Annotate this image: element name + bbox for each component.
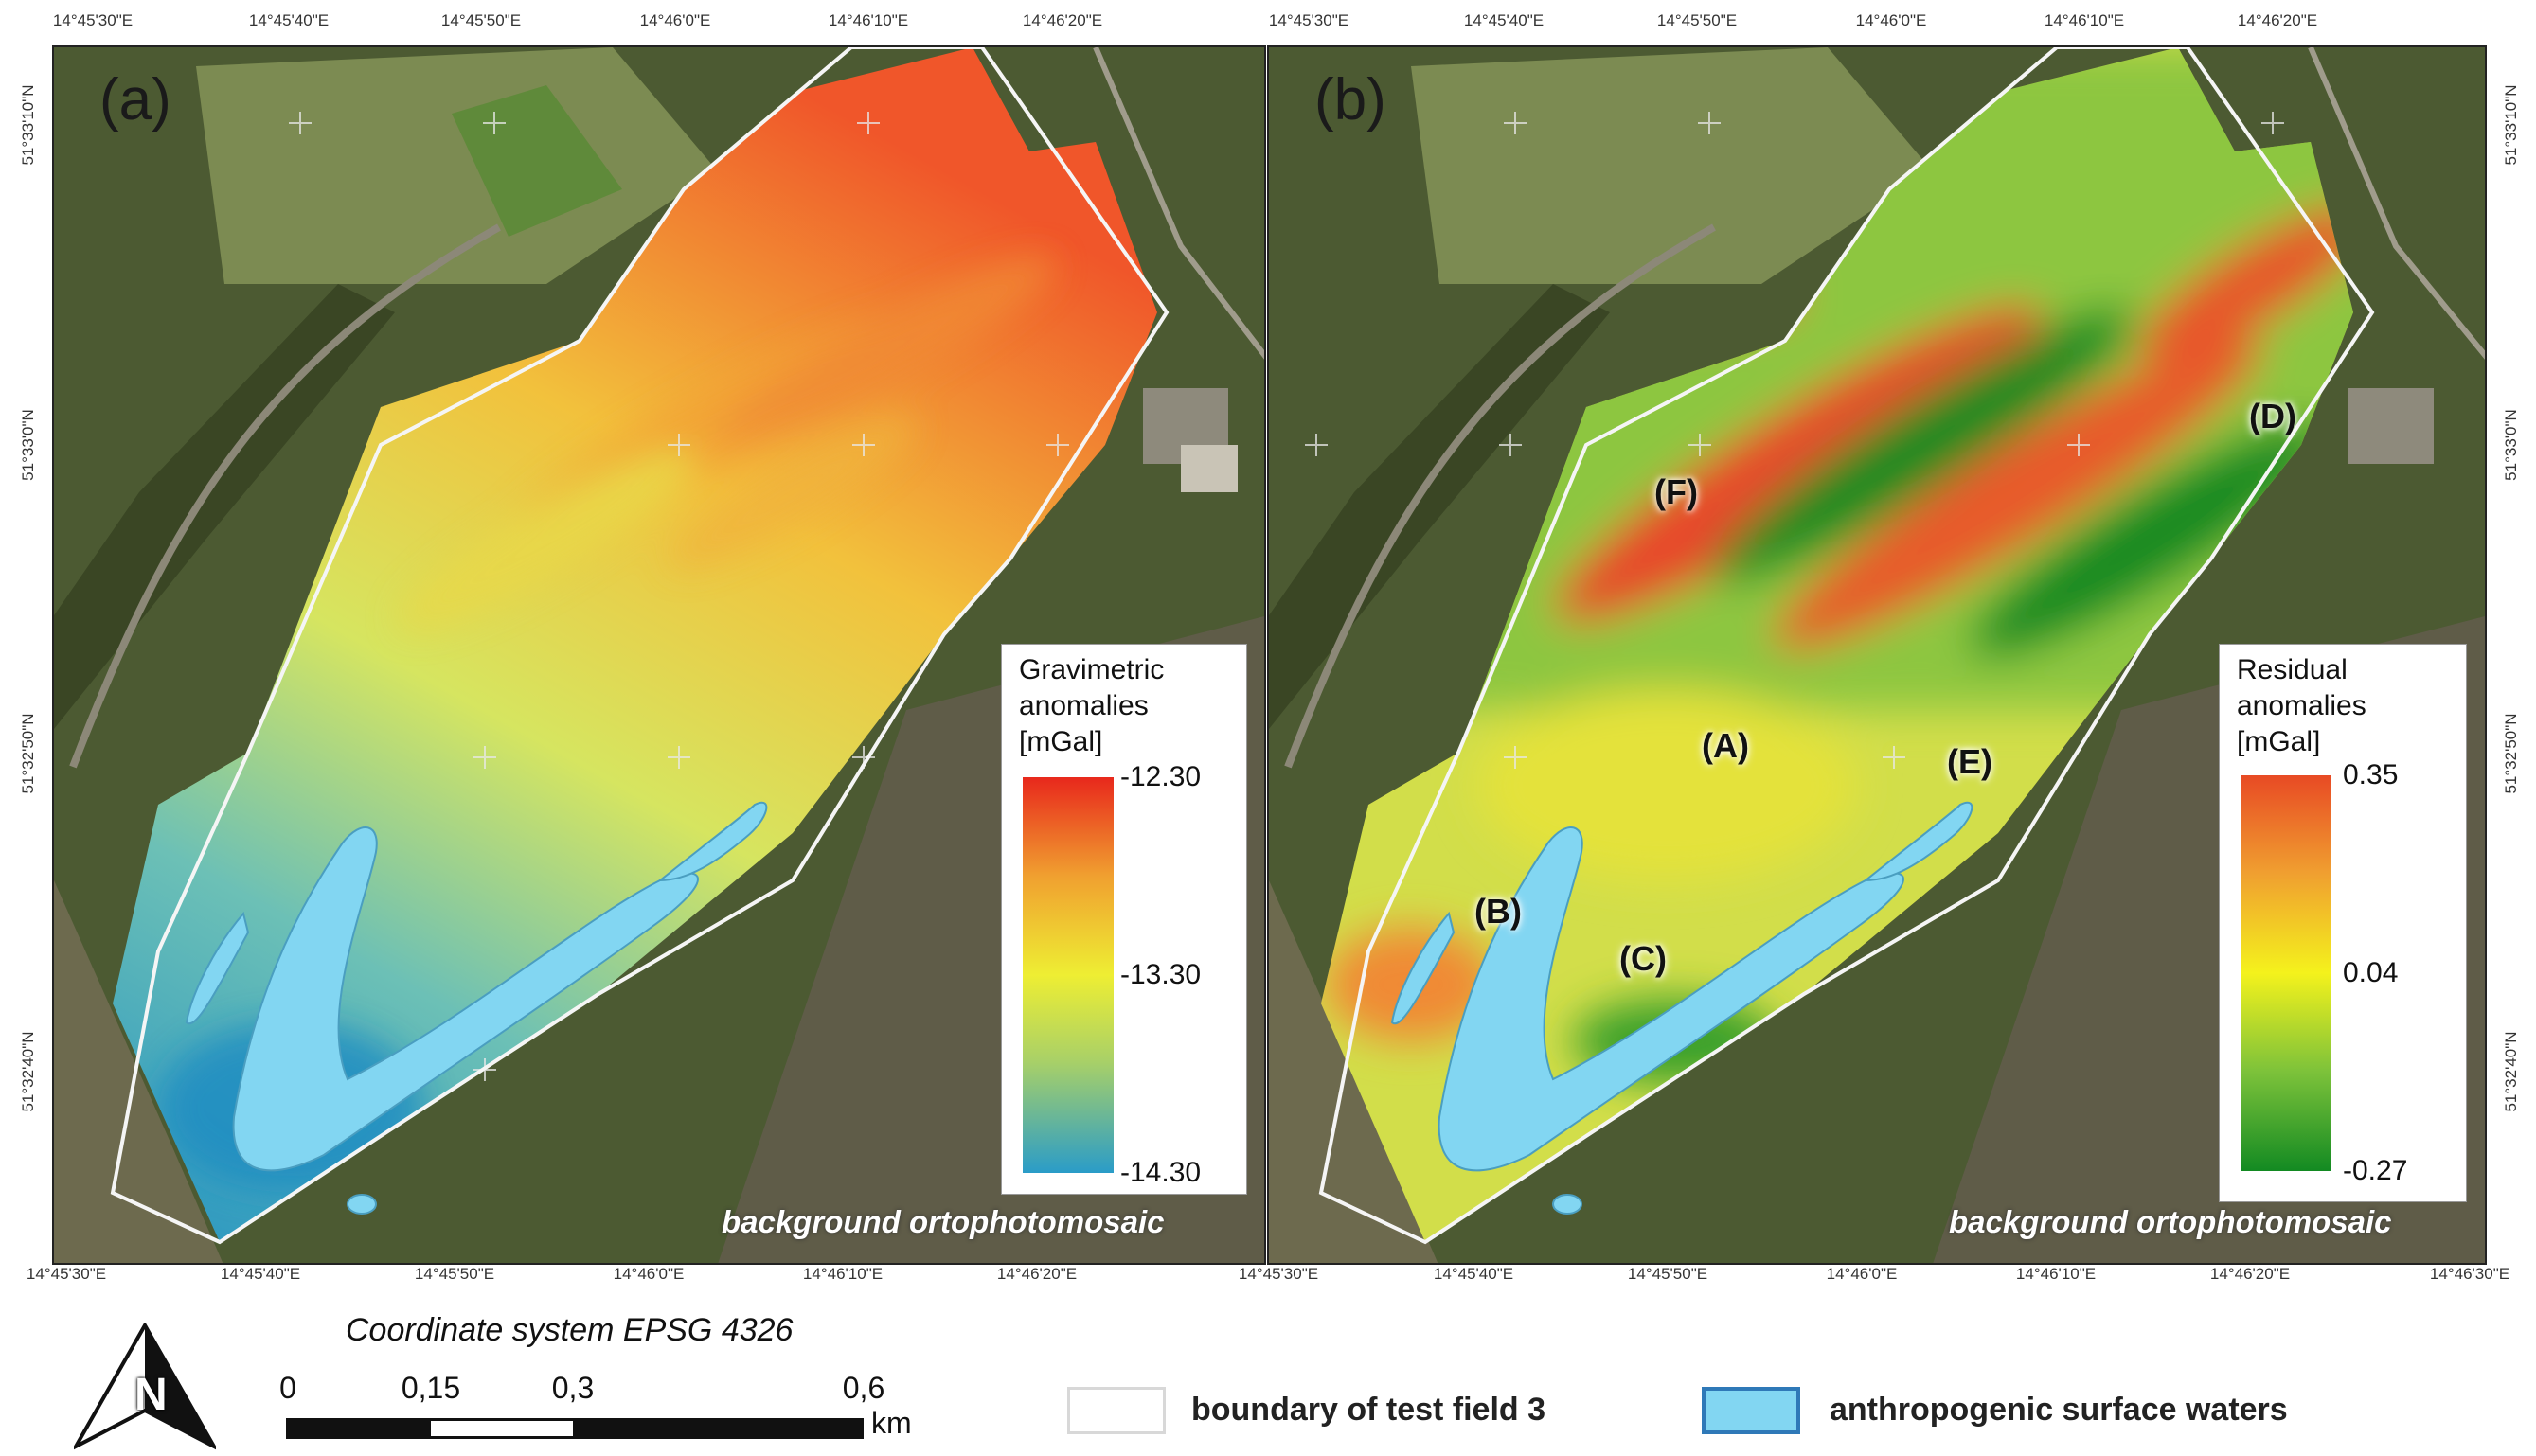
anomaly-legend: Residual anomalies [mGal] 0.35 0.04 -0.2… xyxy=(2219,644,2467,1202)
zone-label-b: (B) xyxy=(1474,892,1522,931)
zone-label-e: (E) xyxy=(1947,742,1992,781)
zone-label-f: (F) xyxy=(1654,472,1698,511)
longitude-label-bottom: 14°45'30"E xyxy=(26,1265,107,1283)
map-panel-b: (b) background ortophotomosaic (A) (B) (… xyxy=(1267,45,2487,1265)
longitude-label-top: 14°45'30"E xyxy=(52,11,134,29)
latitude-label: 51°32'40"N xyxy=(2502,1031,2520,1112)
longitude-label-bottom: 14°45'40"E xyxy=(1433,1265,1514,1283)
background-note: background ortophotomosaic xyxy=(1949,1204,2392,1239)
road-icon xyxy=(69,223,501,769)
surface-water-icon xyxy=(1438,826,1904,1172)
north-arrow-icon xyxy=(74,1323,216,1450)
boundary-legend-swatch xyxy=(1067,1387,1166,1434)
water-legend-label: anthropogenic surface waters xyxy=(1830,1392,2288,1428)
colorbar-tick: -12.30 xyxy=(1120,761,1202,792)
legend-title-line: anomalies xyxy=(2237,690,2366,721)
scale-bar-segment xyxy=(431,1421,573,1436)
surface-water-icon xyxy=(185,911,250,1025)
longitude-label-top: 14°46'10"E xyxy=(2044,11,2125,29)
longitude-label-bottom: 14°46'10"E xyxy=(802,1265,884,1283)
surface-water-icon xyxy=(232,826,699,1172)
road-icon xyxy=(2308,47,2485,360)
latitude-label: 51°32'50"N xyxy=(2502,713,2520,794)
panel-label: (b) xyxy=(1314,67,1386,133)
longitude-label-top: 14°46'0"E xyxy=(1855,11,1927,29)
test-field-boundary xyxy=(1318,47,2375,1245)
surface-water-icon xyxy=(347,1194,377,1215)
north-arrow-letter: N xyxy=(134,1370,168,1420)
latitude-label: 51°32'50"N xyxy=(19,713,37,794)
panel-label: (a) xyxy=(99,67,171,133)
longitude-label-top: 14°46'20"E xyxy=(2237,11,2318,29)
map-panel-a: (a) background ortophotomosaic Gravimetr… xyxy=(52,45,1266,1265)
longitude-label-top: 14°45'50"E xyxy=(1656,11,1738,29)
colorbar xyxy=(2241,775,2331,1171)
latitude-label: 51°33'10"N xyxy=(2502,84,2520,166)
coordinate-system-label: Coordinate system EPSG 4326 xyxy=(346,1312,794,1348)
scale-tick-label: 0,3 xyxy=(551,1371,595,1405)
longitude-label-bottom: 14°46'30"E xyxy=(2429,1265,2510,1283)
longitude-label-top: 14°45'40"E xyxy=(1463,11,1545,29)
legend-title-line: Gravimetric xyxy=(1019,654,1165,685)
background-note: background ortophotomosaic xyxy=(722,1204,1165,1239)
longitude-label-bottom: 14°46'0"E xyxy=(613,1265,685,1283)
colorbar xyxy=(1023,777,1114,1173)
forest-area-icon xyxy=(54,880,223,1263)
latitude-label: 51°33'0"N xyxy=(19,409,37,481)
longitude-label-top: 14°45'40"E xyxy=(248,11,330,29)
building-icon xyxy=(1181,445,1238,492)
scale-unit: km xyxy=(871,1406,912,1440)
surface-water-icon xyxy=(657,801,768,882)
longitude-label-bottom: 14°45'40"E xyxy=(220,1265,301,1283)
longitude-label-bottom: 14°46'20"E xyxy=(996,1265,1078,1283)
zone-label-a: (A) xyxy=(1702,726,1749,765)
colorbar-tick: -13.30 xyxy=(1120,959,1202,990)
surface-water-icon xyxy=(1552,1194,1582,1215)
longitude-label-bottom: 14°46'20"E xyxy=(2209,1265,2291,1283)
latitude-label: 51°32'40"N xyxy=(19,1031,37,1112)
colorbar-tick: 0.35 xyxy=(2343,759,2399,790)
legend-title-line: Residual xyxy=(2237,654,2348,685)
colorbar-tick: 0.04 xyxy=(2343,957,2399,988)
surface-water-icon xyxy=(1863,801,1973,882)
colorbar-tick: -14.30 xyxy=(1120,1157,1202,1188)
legend-title-line: [mGal] xyxy=(1019,726,1103,757)
surface-water-icon xyxy=(1390,911,1456,1025)
longitude-label-bottom: 14°45'50"E xyxy=(414,1265,495,1283)
test-field-boundary xyxy=(110,47,1170,1245)
building-icon xyxy=(2348,388,2434,464)
latitude-label: 51°33'10"N xyxy=(19,84,37,166)
longitude-label-top: 14°45'30"E xyxy=(1268,11,1349,29)
zone-label-c: (C) xyxy=(1619,939,1667,978)
boundary-legend-label: boundary of test field 3 xyxy=(1191,1392,1546,1428)
longitude-label-top: 14°46'10"E xyxy=(828,11,909,29)
scale-tick-label: 0,6 xyxy=(842,1371,885,1405)
anomaly-legend: Gravimetric anomalies [mGal] -12.30 -13.… xyxy=(1001,644,1247,1195)
scale-tick-label: 0,15 xyxy=(401,1371,461,1405)
legend-title-line: anomalies xyxy=(1019,690,1149,721)
road-icon xyxy=(1093,47,1264,360)
field-area-icon xyxy=(196,47,717,284)
latitude-label: 51°33'0"N xyxy=(2502,409,2520,481)
longitude-label-top: 14°46'20"E xyxy=(1022,11,1103,29)
colorbar-tick: -0.27 xyxy=(2343,1155,2408,1186)
road-icon xyxy=(1284,223,1716,769)
water-legend-swatch xyxy=(1702,1387,1800,1434)
map-footer: N Coordinate system EPSG 4326 0 0,15 0,3… xyxy=(0,1297,2536,1456)
longitude-label-top: 14°45'50"E xyxy=(440,11,522,29)
field-area-icon xyxy=(1411,47,1932,284)
longitude-label-bottom: 14°45'50"E xyxy=(1627,1265,1708,1283)
longitude-label-bottom: 14°46'10"E xyxy=(2015,1265,2097,1283)
scale-tick-label: 0 xyxy=(279,1371,296,1405)
legend-title-line: [mGal] xyxy=(2237,726,2321,757)
longitude-label-bottom: 14°45'30"E xyxy=(1238,1265,1319,1283)
zone-label-d: (D) xyxy=(2249,397,2296,435)
longitude-label-top: 14°46'0"E xyxy=(639,11,711,29)
scale-bar xyxy=(286,1418,864,1439)
longitude-label-bottom: 14°46'0"E xyxy=(1826,1265,1898,1283)
